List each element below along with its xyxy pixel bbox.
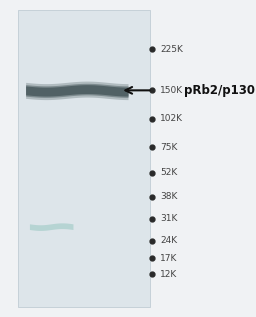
Text: 75K: 75K [160, 143, 177, 152]
Text: 102K: 102K [160, 114, 183, 123]
Text: 38K: 38K [160, 192, 177, 201]
Bar [18, 10, 150, 307]
Text: 225K: 225K [160, 45, 183, 54]
Text: pRb2/p130: pRb2/p130 [184, 84, 255, 97]
Text: 17K: 17K [160, 254, 177, 263]
Text: 52K: 52K [160, 168, 177, 177]
Text: 24K: 24K [160, 236, 177, 245]
Text: 12K: 12K [160, 270, 177, 279]
Text: 150K: 150K [160, 86, 183, 95]
Text: 31K: 31K [160, 214, 177, 223]
